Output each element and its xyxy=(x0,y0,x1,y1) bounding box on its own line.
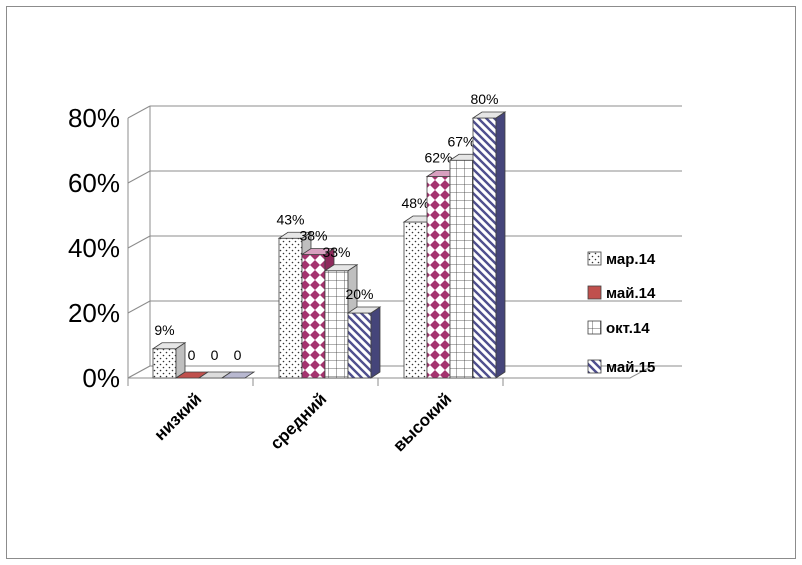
data-label: 33% xyxy=(322,244,350,260)
legend-label: май.14 xyxy=(606,285,656,302)
data-label: 67% xyxy=(447,133,475,149)
gridline-depth xyxy=(127,235,151,249)
bar-side xyxy=(495,111,506,379)
data-label: 0 xyxy=(211,347,219,363)
bar-top xyxy=(151,342,187,350)
y-tick-label: 60% xyxy=(68,168,120,198)
category-label: средний xyxy=(267,389,331,453)
data-label: 43% xyxy=(276,211,304,227)
y-tick-label: 80% xyxy=(68,103,120,133)
legend-swatch xyxy=(587,285,602,300)
bar-top xyxy=(471,111,507,119)
bar-side xyxy=(370,306,381,379)
bar xyxy=(347,312,372,379)
gridline-depth xyxy=(127,105,151,119)
legend-swatch xyxy=(587,359,602,374)
legend-swatch xyxy=(587,251,602,266)
bar-top xyxy=(346,306,382,314)
legend-label: окт.14 xyxy=(606,320,650,337)
chart-frame xyxy=(6,6,796,559)
bar xyxy=(301,254,326,379)
legend-swatch xyxy=(587,320,602,335)
bar-top xyxy=(300,248,336,255)
bar-top xyxy=(323,264,359,272)
y-tick-label: 20% xyxy=(68,298,120,328)
bar xyxy=(403,221,428,379)
bar xyxy=(449,159,474,379)
category-label: высокий xyxy=(389,389,455,455)
data-label: 20% xyxy=(345,286,373,302)
bar-flat xyxy=(220,371,256,379)
data-label: 62% xyxy=(424,150,452,166)
y-tick-label: 0% xyxy=(82,363,120,393)
data-label: 80% xyxy=(470,91,498,107)
data-label: 38% xyxy=(299,228,327,244)
data-label: 0 xyxy=(234,347,242,363)
bar xyxy=(472,117,497,379)
gridline-depth xyxy=(127,300,151,314)
data-label: 48% xyxy=(401,195,429,211)
bar-top xyxy=(277,231,313,239)
data-label: 0 xyxy=(188,347,196,363)
data-label: 9% xyxy=(154,322,174,338)
bar xyxy=(152,348,177,379)
bar xyxy=(278,237,303,379)
category-label: низкий xyxy=(150,389,205,444)
legend-label: май.15 xyxy=(606,359,655,376)
gridline-depth xyxy=(127,170,151,184)
y-tick-label: 40% xyxy=(68,233,120,263)
legend-label: мар.14 xyxy=(606,251,656,268)
bar xyxy=(426,176,451,379)
